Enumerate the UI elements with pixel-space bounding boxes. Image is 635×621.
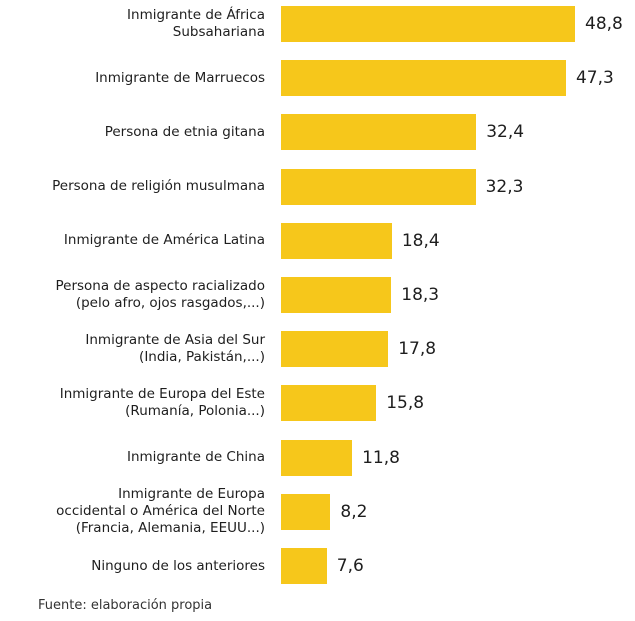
category-label: Inmigrante de América Latina <box>63 232 265 249</box>
bar <box>281 493 331 530</box>
value-label: 17,8 <box>398 339 437 360</box>
category-label: Inmigrante de Europa occidental o América… <box>56 486 265 537</box>
value-label: 32,3 <box>485 176 524 197</box>
value-label: 7,6 <box>336 556 364 576</box>
category-label: Inmigrante de China <box>126 449 265 466</box>
bar <box>281 60 566 97</box>
value-label: 8,2 <box>340 501 368 522</box>
category-label: Inmigrante de Europa del Este (Rumanía, P… <box>59 386 265 420</box>
bar <box>281 114 477 151</box>
bar <box>281 222 392 259</box>
category-label: Inmigrante de África Subsahariana <box>127 7 265 40</box>
bar <box>281 6 575 42</box>
category-label: Persona de religión musulmana <box>52 178 265 195</box>
category-label: Inmigrante de Marruecos <box>95 69 265 86</box>
category-label: Persona de aspecto racializado (pelo afro… <box>55 278 265 311</box>
category-label: Persona de etnia gitana <box>104 123 265 140</box>
bar <box>281 548 327 584</box>
category-label: Inmigrante de Asia del Sur (India, Pakist… <box>85 332 265 366</box>
category-label: Ninguno de los anteriores <box>91 557 265 574</box>
value-label: 18,4 <box>401 230 440 251</box>
value-label: 11,8 <box>362 447 400 468</box>
value-label: 32,4 <box>486 122 525 143</box>
source-note: Fuente: elaboración propia <box>38 598 213 613</box>
bar <box>281 168 476 205</box>
value-label: 15,8 <box>386 393 425 414</box>
bar <box>281 385 377 422</box>
bar <box>281 277 392 313</box>
bar <box>281 439 353 476</box>
bar <box>281 331 389 368</box>
value-label: 47,3 <box>575 68 614 89</box>
value-label: 48,8 <box>585 14 623 34</box>
value-label: 18,3 <box>401 285 440 305</box>
